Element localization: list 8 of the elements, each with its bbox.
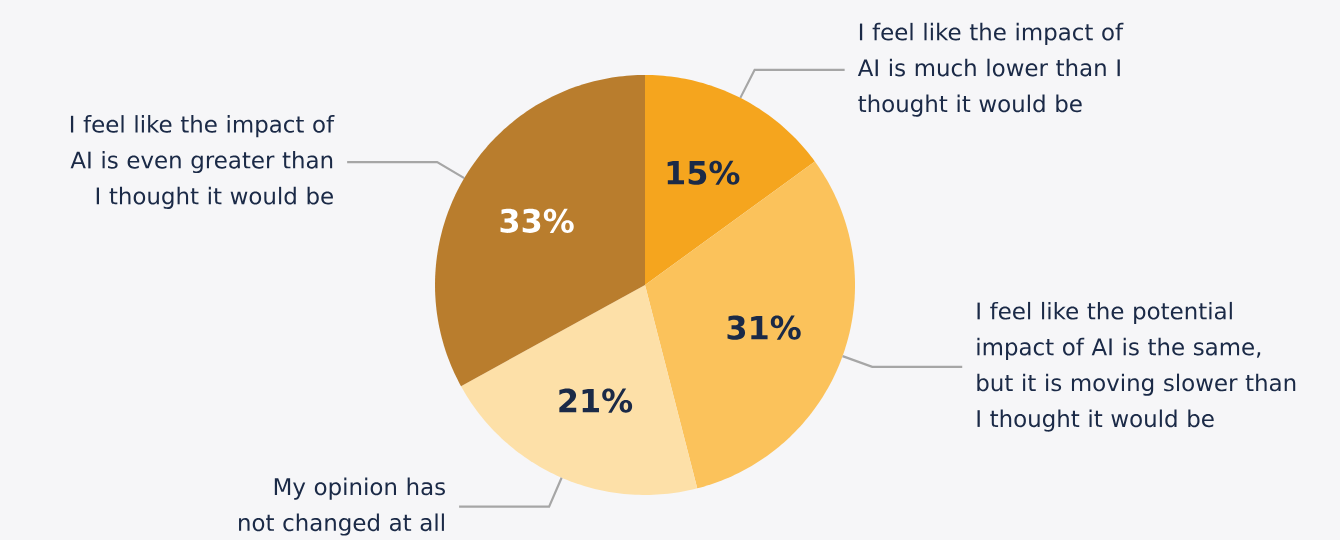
data-label: 21% [559, 388, 633, 413]
data-label: 31% [727, 315, 801, 340]
slice-label: I feel like the impact of AI is much lower than I thought it would be [857, 22, 1124, 117]
data-label: 15% [667, 160, 740, 185]
slice-label: My opinion has not changed at all [239, 477, 445, 536]
slice-label: I feel like the impact of AI is even greater than I thought it would be [70, 114, 335, 209]
data-label: 33% [500, 208, 574, 233]
slice-label: I feel like the potential impact of AI is the same, but it is moving slower than I thought it would be [977, 301, 1296, 432]
